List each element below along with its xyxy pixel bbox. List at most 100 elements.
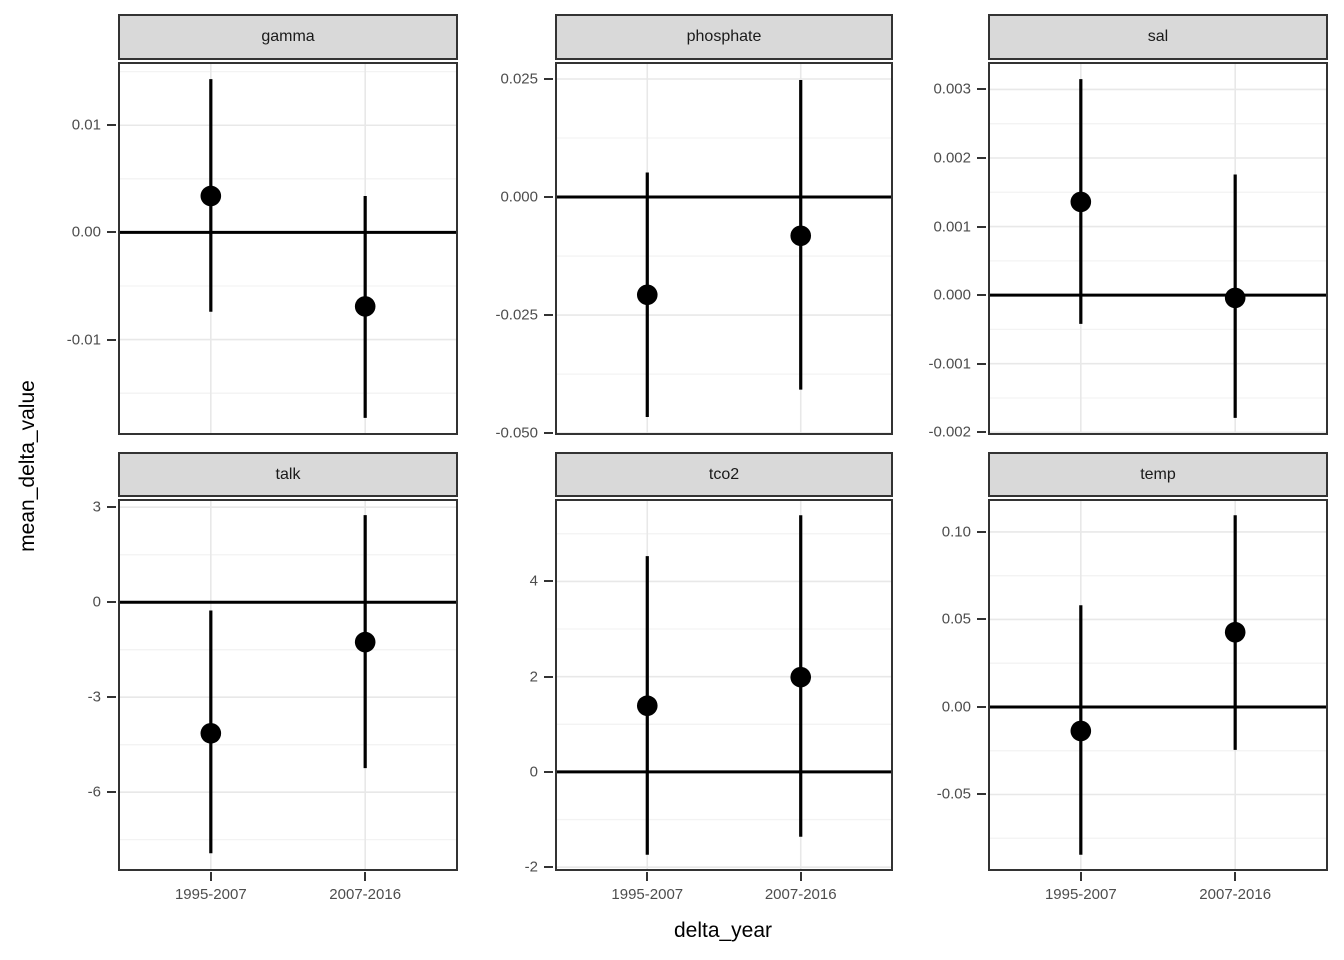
facet-plot-tco2 — [555, 499, 893, 871]
facet-label: talk — [275, 465, 301, 483]
y-tick-label: 2 — [529, 668, 538, 686]
y-tick-label: 3 — [92, 498, 101, 516]
y-tick-label: 0.05 — [941, 610, 971, 628]
panel-border — [118, 499, 458, 871]
x-tick-label: 2007-2016 — [764, 886, 837, 903]
y-tick-label: 0.01 — [71, 116, 101, 134]
y-tick-mark — [977, 225, 986, 228]
facet-plot-phosphate — [555, 62, 893, 435]
y-tick-mark — [977, 793, 986, 796]
facet-strip-talk: talk — [118, 452, 458, 497]
y-tick-mark — [544, 770, 553, 773]
y-tick-mark — [107, 696, 116, 699]
y-tick-mark — [107, 231, 116, 234]
facet-label: gamma — [261, 28, 315, 45]
x-tick-mark — [799, 872, 802, 881]
y-tick-mark — [107, 506, 116, 509]
data-point — [636, 284, 658, 306]
y-tick-mark — [977, 88, 986, 91]
x-axis-title: delta_year — [673, 919, 773, 942]
y-tick-label: 0.002 — [933, 149, 971, 167]
y-tick-label: 0.000 — [933, 286, 971, 304]
y-tick-label: -0.01 — [66, 331, 101, 349]
x-tick-label: 2007-2016 — [329, 886, 402, 903]
x-tick-label: 1995-2007 — [611, 886, 684, 903]
x-tick-mark — [1234, 872, 1237, 881]
x-tick-mark — [1079, 872, 1082, 881]
data-point — [790, 666, 812, 688]
y-tick-label: 0.000 — [500, 188, 538, 206]
y-tick-label: 0 — [529, 763, 538, 781]
y-tick-label: -0.001 — [928, 355, 971, 373]
y-tick-mark — [977, 530, 986, 533]
y-tick-mark — [107, 601, 116, 604]
data-point — [354, 296, 376, 317]
y-tick-label: 0.025 — [500, 70, 538, 88]
data-point — [200, 722, 222, 744]
y-tick-mark — [544, 432, 553, 435]
facet-strip-temp: temp — [988, 452, 1328, 497]
y-tick-label: -2 — [524, 858, 538, 876]
panel-border — [988, 499, 1328, 871]
facet-strip-sal: sal — [988, 14, 1328, 60]
data-point — [790, 225, 812, 247]
y-tick-mark — [977, 362, 986, 365]
y-axis-title: mean_delta_value — [16, 380, 39, 552]
y-tick-label: 0.001 — [933, 218, 971, 236]
y-tick-mark — [544, 580, 553, 583]
y-tick-mark — [544, 196, 553, 199]
x-tick-label: 1995-2007 — [174, 886, 247, 903]
x-tick-mark — [209, 872, 212, 881]
panel-border — [555, 62, 893, 435]
panel-border — [555, 499, 893, 871]
y-tick-label: 4 — [529, 572, 538, 590]
x-tick-mark — [364, 872, 367, 881]
y-tick-label: -6 — [87, 783, 101, 801]
facet-plot-gamma — [118, 62, 458, 435]
facet-strip-gamma: gamma — [118, 14, 458, 60]
data-point — [1070, 191, 1092, 213]
facet-plot-talk — [118, 499, 458, 871]
data-point — [1224, 621, 1246, 643]
facet-label: temp — [1140, 465, 1176, 483]
y-tick-label: 0.10 — [941, 523, 971, 541]
data-point — [1224, 287, 1246, 309]
y-tick-mark — [107, 791, 116, 794]
facet-strip-phosphate: phosphate — [555, 14, 893, 60]
y-tick-mark — [544, 77, 553, 80]
y-tick-mark — [977, 618, 986, 621]
y-tick-label: 0.00 — [71, 223, 101, 241]
y-tick-mark — [977, 294, 986, 297]
y-tick-mark — [977, 156, 986, 159]
panel-border — [118, 62, 458, 435]
facet-label: sal — [1147, 28, 1169, 45]
y-tick-mark — [977, 705, 986, 708]
y-tick-label: 0.00 — [941, 698, 971, 716]
y-tick-label: 0 — [92, 593, 101, 611]
y-tick-label: 0.003 — [933, 80, 971, 98]
facet-plot-sal — [988, 62, 1328, 435]
data-point — [1070, 720, 1092, 742]
y-tick-label: -0.05 — [936, 785, 971, 803]
facet-label: tco2 — [708, 465, 740, 483]
y-tick-mark — [977, 431, 986, 434]
y-tick-mark — [544, 675, 553, 678]
y-tick-mark — [544, 314, 553, 317]
x-tick-label: 2007-2016 — [1199, 886, 1272, 903]
facet-plot-temp — [988, 499, 1328, 871]
x-tick-mark — [646, 872, 649, 881]
facet-label: phosphate — [686, 28, 762, 45]
y-tick-label: -3 — [87, 688, 101, 706]
y-tick-mark — [107, 338, 116, 341]
facet-strip-tco2: tco2 — [555, 452, 893, 497]
y-tick-label: -0.050 — [495, 424, 538, 442]
y-tick-label: -0.002 — [928, 423, 971, 441]
y-tick-label: -0.025 — [495, 306, 538, 324]
data-point — [354, 631, 376, 653]
y-tick-mark — [107, 124, 116, 127]
data-point — [200, 185, 222, 207]
panel-border — [988, 62, 1328, 435]
data-point — [636, 695, 658, 717]
x-tick-label: 1995-2007 — [1044, 886, 1117, 903]
